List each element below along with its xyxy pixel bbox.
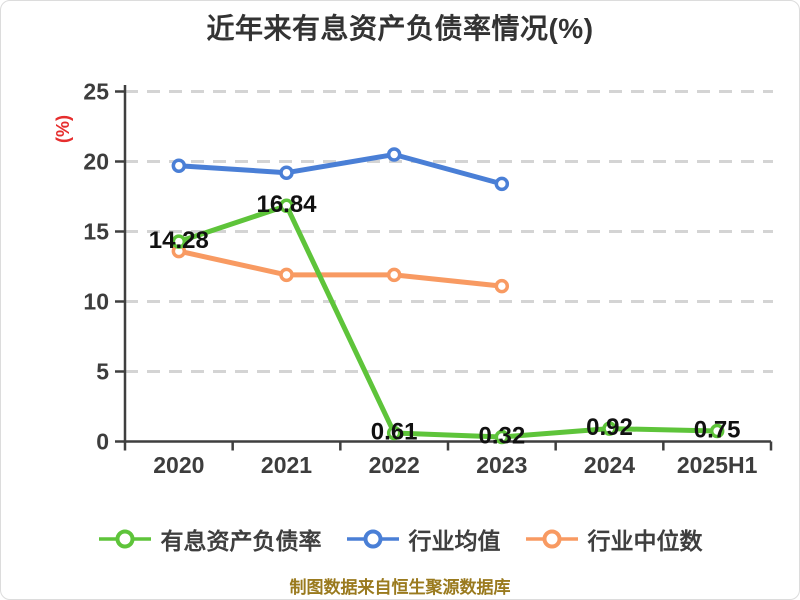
legend-marker-orange <box>525 529 578 549</box>
svg-text:2020: 2020 <box>153 452 204 478</box>
x-axis-ticks: 2020 2021 2022 2023 2024 2025H1 <box>123 441 773 478</box>
svg-text:2025H1: 2025H1 <box>677 452 758 478</box>
chart-title: 近年来有息资产负债率情况(%) <box>206 13 594 44</box>
svg-text:0.92: 0.92 <box>586 414 633 441</box>
svg-text:2021: 2021 <box>261 452 312 478</box>
point-value-labels: 14.28 16.84 0.61 0.32 0.92 0.75 <box>149 191 741 449</box>
svg-text:14.28: 14.28 <box>149 227 209 254</box>
svg-text:5: 5 <box>96 359 109 385</box>
legend: 有息资产负债率 行业均值 行业中位数 <box>1 522 799 556</box>
svg-text:2024: 2024 <box>584 452 635 478</box>
data-source-note: 制图数据来自恒生聚源数据库 <box>289 578 511 597</box>
svg-text:10: 10 <box>83 289 109 315</box>
svg-text:2023: 2023 <box>476 452 527 478</box>
svg-text:0.75: 0.75 <box>694 417 741 444</box>
legend-item-industry-median: 行业中位数 <box>525 522 703 556</box>
svg-text:15: 15 <box>83 219 109 245</box>
legend-item-interest-bearing-debt-ratio: 有息资产负债率 <box>98 522 322 556</box>
series-lines <box>171 147 725 445</box>
svg-text:16.84: 16.84 <box>256 191 317 218</box>
legend-label: 有息资产负债率 <box>160 528 322 554</box>
svg-text:0.32: 0.32 <box>478 423 525 450</box>
svg-text:20: 20 <box>83 149 109 175</box>
svg-text:2022: 2022 <box>369 452 420 478</box>
legend-label: 行业均值 <box>408 528 501 554</box>
legend-item-industry-average: 行业均值 <box>346 522 501 556</box>
axes <box>123 85 771 443</box>
legend-label: 行业中位数 <box>587 528 703 554</box>
svg-text:0.61: 0.61 <box>371 418 418 445</box>
legend-marker-blue <box>346 529 399 549</box>
svg-text:25: 25 <box>83 79 109 105</box>
y-axis-ticks: 0 5 10 15 20 25 <box>83 79 125 455</box>
y-axis-unit-label: (%) <box>53 115 73 143</box>
gridlines <box>125 90 773 373</box>
svg-text:0: 0 <box>96 429 109 455</box>
legend-marker-green <box>98 529 151 549</box>
